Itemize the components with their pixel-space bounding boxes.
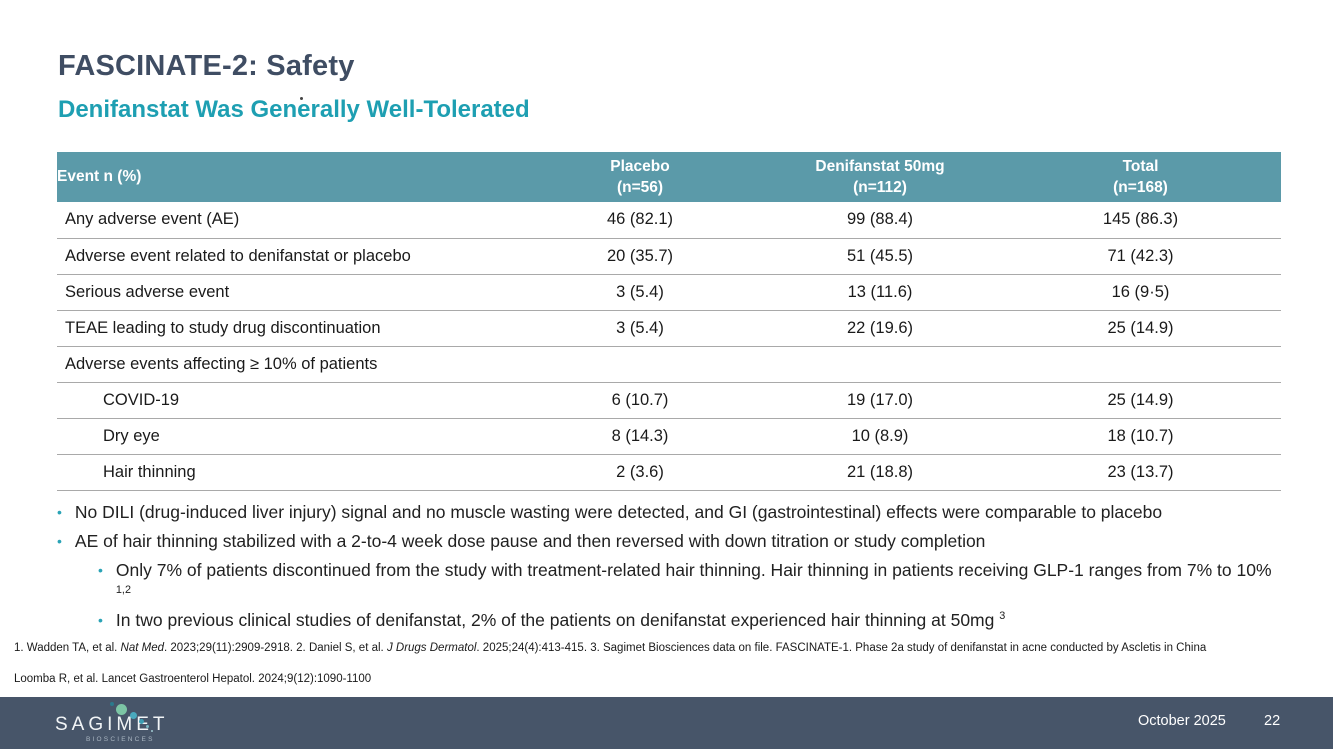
- header-placebo: Placebo (n=56): [520, 152, 760, 202]
- sub-bullet-item: • Only 7% of patients discontinued from …: [98, 560, 1272, 597]
- table-row: COVID-19 6 (10.7) 19 (17.0) 25 (14.9): [57, 382, 1281, 419]
- logo-dot-icon: [116, 704, 127, 715]
- safety-table: Event n (%) Placebo (n=56) Denifanstat 5…: [57, 152, 1281, 491]
- table-row: TEAE leading to study drug discontinuati…: [57, 310, 1281, 347]
- sub-bullet-item: • In two previous clinical studies of de…: [98, 610, 1006, 630]
- footnote-loomba: Loomba R, et al. Lancet Gastroenterol He…: [14, 673, 372, 685]
- bullet-item: • No DILI (drug-induced liver injury) si…: [57, 502, 1163, 522]
- logo-dot-icon: [146, 725, 149, 728]
- table-row: Hair thinning 2 (3.6) 21 (18.8) 23 (13.7…: [57, 454, 1281, 491]
- footer-bar: SAGIMET BIOSCIENCES October 2025 22: [0, 697, 1333, 749]
- table-row: Serious adverse event 3 (5.4) 13 (11.6) …: [57, 274, 1281, 311]
- logo-dot-icon: [130, 712, 137, 719]
- logo-tagline: BIOSCIENCES: [86, 736, 155, 743]
- logo-dot-icon: [151, 730, 153, 732]
- slide-subtitle: Denifanstat Was Generally Well-Tolerated: [58, 96, 530, 123]
- logo-dot-icon: [139, 719, 144, 724]
- table-header-row: Event n (%) Placebo (n=56) Denifanstat 5…: [57, 152, 1281, 202]
- table-row: Adverse event related to denifanstat or …: [57, 238, 1281, 275]
- header-event: Event n (%): [57, 152, 520, 202]
- logo-wordmark: SAGIMET: [55, 714, 169, 735]
- bullet-icon: •: [57, 533, 62, 549]
- footnote-references: 1. Wadden TA, et al. Nat Med. 2023;29(11…: [14, 642, 1207, 654]
- bullet-item: • AE of hair thinning stabilized with a …: [57, 531, 986, 551]
- sagimet-logo: SAGIMET BIOSCIENCES: [55, 702, 215, 747]
- table-row: Any adverse event (AE) 46 (82.1) 99 (88.…: [57, 202, 1281, 239]
- header-total: Total (n=168): [1000, 152, 1281, 202]
- bullet-icon: •: [57, 504, 62, 520]
- table-row: Dry eye 8 (14.3) 10 (8.9) 18 (10.7): [57, 418, 1281, 455]
- logo-dot-icon: [110, 702, 114, 706]
- bullet-icon: •: [98, 612, 103, 628]
- stray-dot-artifact: [300, 97, 303, 100]
- slide-number: 22: [1264, 713, 1281, 729]
- footer-date: October 2025: [1138, 713, 1226, 729]
- page-title: FASCINATE-2: Safety: [58, 50, 355, 82]
- header-denifanstat: Denifanstat 50mg (n=112): [760, 152, 1000, 202]
- bullet-icon: •: [98, 562, 103, 578]
- table-section-row: Adverse events affecting ≥ 10% of patien…: [57, 346, 1281, 383]
